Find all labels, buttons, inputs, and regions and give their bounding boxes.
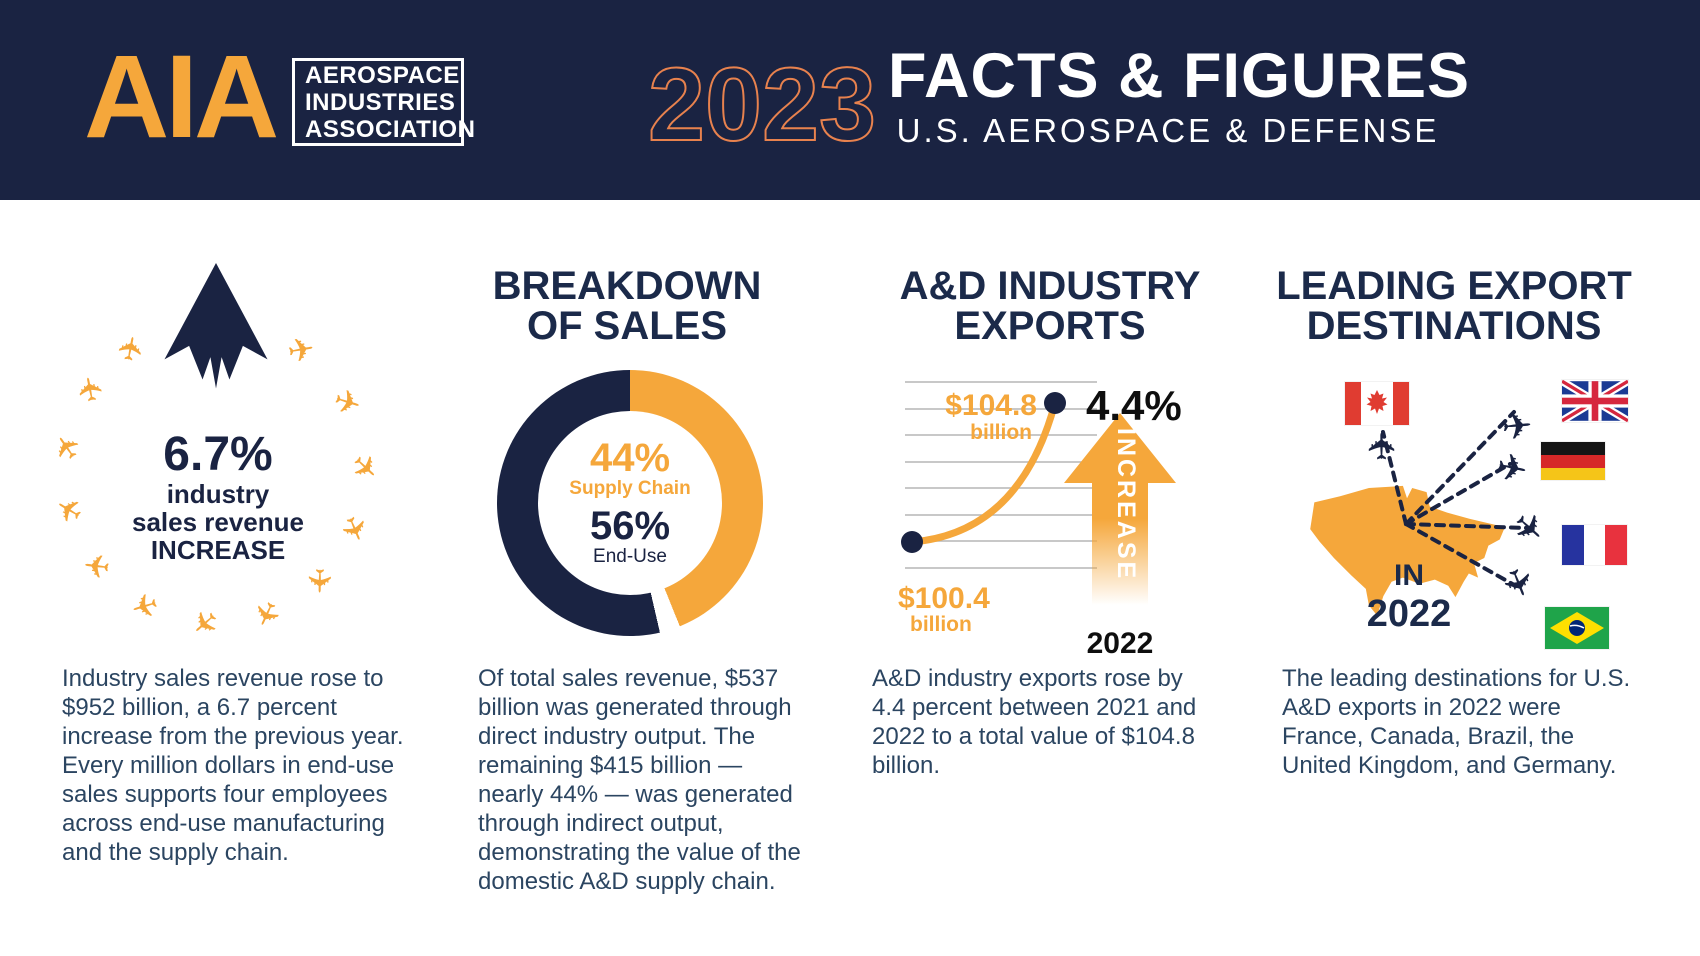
- plane-icon: ✈: [70, 372, 111, 406]
- end-value-label: $104.8: [945, 389, 1037, 422]
- page-subtitle: U.S. AEROSPACE & DEFENSE: [896, 112, 1440, 149]
- destinations-year: 2022: [1366, 593, 1452, 635]
- france-flag-icon: [1562, 525, 1627, 565]
- increase-arrow-label: INCREASE: [1112, 428, 1140, 582]
- united-kingdom-flag-icon: [1562, 380, 1628, 422]
- sales-donut-chart: 44% Supply Chain 56% End-Use: [497, 370, 763, 636]
- heading-line: OF SALES: [526, 304, 728, 348]
- start-value-label: $100.4: [898, 582, 990, 615]
- aia-logo-wordmark: AEROSPACE INDUSTRIES ASSOCIATION: [292, 58, 476, 146]
- logo-line: INDUSTRIES: [305, 88, 456, 116]
- route-united-kingdom: [1404, 410, 1516, 526]
- data-point-2022: [1044, 392, 1066, 414]
- canada-flag-icon: [1345, 382, 1409, 425]
- export-routes: [1381, 410, 1530, 588]
- end-use-percent: 56%: [589, 504, 671, 548]
- airplane-icon: ✈: [1361, 430, 1403, 462]
- plane-icon: ✈: [182, 600, 227, 646]
- year-label: 2022: [1087, 627, 1154, 660]
- exports-line-chart: $104.8 billion $100.4 billion 4.4% 2022: [898, 381, 1182, 660]
- heading-line: DESTINATIONS: [1306, 304, 1602, 348]
- airplane-icon: ✈: [1499, 404, 1535, 448]
- usa-map: [1310, 485, 1505, 616]
- heading-line: EXPORTS: [954, 304, 1146, 348]
- revenue-stat: 6.7% industry sales revenue INCREASE: [68, 428, 368, 565]
- airplane-icon: ✈: [1492, 444, 1532, 492]
- exports-curve: [908, 399, 1059, 546]
- revenue-stat-value: 6.7%: [163, 428, 273, 481]
- exports-paragraph: A&D industry exports rose by 4.4 percent…: [872, 665, 1197, 779]
- plane-icon: ✈: [300, 567, 338, 595]
- outline-year-graphic: 2023: [647, 46, 877, 160]
- revenue-stat-line: industry: [166, 479, 270, 509]
- end-use-label: End-Use: [593, 546, 667, 567]
- destinations-paragraph: The leading destinations for U.S. A&D ex…: [1282, 665, 1631, 779]
- plane-icon: ✈: [126, 584, 163, 627]
- revenue-paragraph: Industry sales revenue rose to $952 bill…: [62, 665, 404, 866]
- route-france: [1404, 522, 1530, 530]
- change-percent-label: 4.4%: [1086, 382, 1182, 429]
- stealth-jet-icon: [164, 263, 268, 389]
- brazil-flag-icon: [1545, 607, 1609, 649]
- page-title: FACTS & FIGURES: [888, 41, 1471, 111]
- logo-line: ASSOCIATION: [305, 115, 476, 143]
- route-germany: [1404, 462, 1512, 526]
- start-unit-label: billion: [910, 613, 972, 636]
- exports-heading: A&D INDUSTRY EXPORTS: [860, 266, 1240, 346]
- donut-center-labels: 44% Supply Chain 56% End-Use: [538, 411, 722, 595]
- logo-line: AEROSPACE: [305, 61, 460, 89]
- aia-logo: AIA: [84, 31, 279, 163]
- plane-icon: ✈: [110, 332, 152, 366]
- in-label: IN: [1394, 559, 1424, 592]
- revenue-stat-line: sales revenue: [131, 507, 304, 537]
- breakdown-paragraph: Of total sales revenue, $537 billion was…: [478, 665, 801, 895]
- breakdown-heading: BREAKDOWN OF SALES: [440, 266, 814, 346]
- route-canada: [1381, 430, 1408, 526]
- increase-arrow: [1064, 413, 1176, 605]
- plane-icon: ✈: [284, 330, 318, 371]
- year-text: 2023: [648, 47, 876, 160]
- header-band: AIA AEROSPACE INDUSTRIES ASSOCIATION 202…: [0, 0, 1700, 200]
- plane-icon: ✈: [244, 594, 289, 634]
- data-point-2021: [901, 531, 923, 553]
- plane-icon: ✈: [329, 381, 366, 424]
- germany-flag-icon: [1541, 442, 1605, 480]
- supply-chain-label: Supply Chain: [569, 478, 691, 499]
- heading-line: BREAKDOWN: [492, 264, 762, 308]
- destinations-heading: LEADING EXPORT DESTINATIONS: [1268, 266, 1640, 346]
- route-brazil: [1404, 522, 1518, 588]
- revenue-stat-line: INCREASE: [150, 535, 286, 565]
- end-unit-label: billion: [970, 421, 1032, 444]
- heading-line: LEADING EXPORT: [1276, 264, 1632, 308]
- supply-chain-percent: 44%: [589, 436, 671, 480]
- heading-line: A&D INDUSTRY: [899, 264, 1201, 308]
